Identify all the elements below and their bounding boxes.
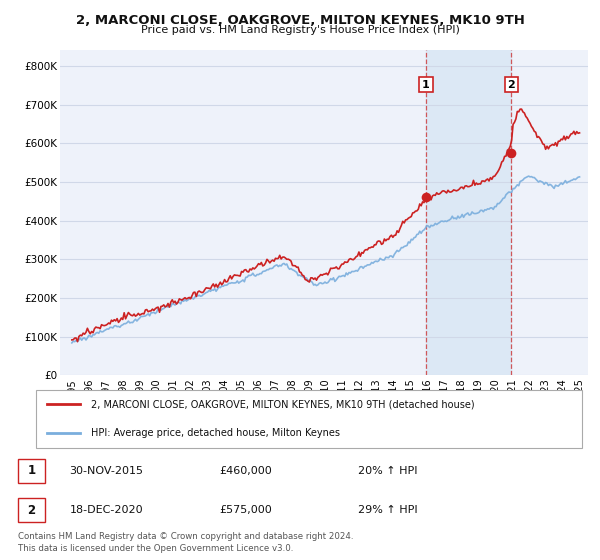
Text: Price paid vs. HM Land Registry's House Price Index (HPI): Price paid vs. HM Land Registry's House … (140, 25, 460, 35)
Text: 18-DEC-2020: 18-DEC-2020 (70, 505, 143, 515)
Text: 2: 2 (28, 503, 35, 516)
Text: HPI: Average price, detached house, Milton Keynes: HPI: Average price, detached house, Milt… (91, 428, 340, 438)
Bar (426, 50, 511, 375)
Text: Contains HM Land Registry data © Crown copyright and database right 2024.
This d: Contains HM Land Registry data © Crown c… (18, 532, 353, 553)
Text: 30-NOV-2015: 30-NOV-2015 (70, 466, 143, 476)
Text: £575,000: £575,000 (220, 505, 272, 515)
Text: 29% ↑ HPI: 29% ↑ HPI (358, 505, 417, 515)
Text: 2, MARCONI CLOSE, OAKGROVE, MILTON KEYNES, MK10 9TH (detached house): 2, MARCONI CLOSE, OAKGROVE, MILTON KEYNE… (91, 399, 475, 409)
FancyBboxPatch shape (35, 390, 583, 447)
Text: 1: 1 (28, 464, 35, 477)
FancyBboxPatch shape (18, 498, 46, 522)
Text: 2, MARCONI CLOSE, OAKGROVE, MILTON KEYNES, MK10 9TH: 2, MARCONI CLOSE, OAKGROVE, MILTON KEYNE… (76, 14, 524, 27)
Text: 2: 2 (508, 80, 515, 90)
Text: 20% ↑ HPI: 20% ↑ HPI (358, 466, 417, 476)
Text: 1: 1 (422, 80, 430, 90)
FancyBboxPatch shape (18, 459, 46, 483)
Text: £460,000: £460,000 (220, 466, 272, 476)
